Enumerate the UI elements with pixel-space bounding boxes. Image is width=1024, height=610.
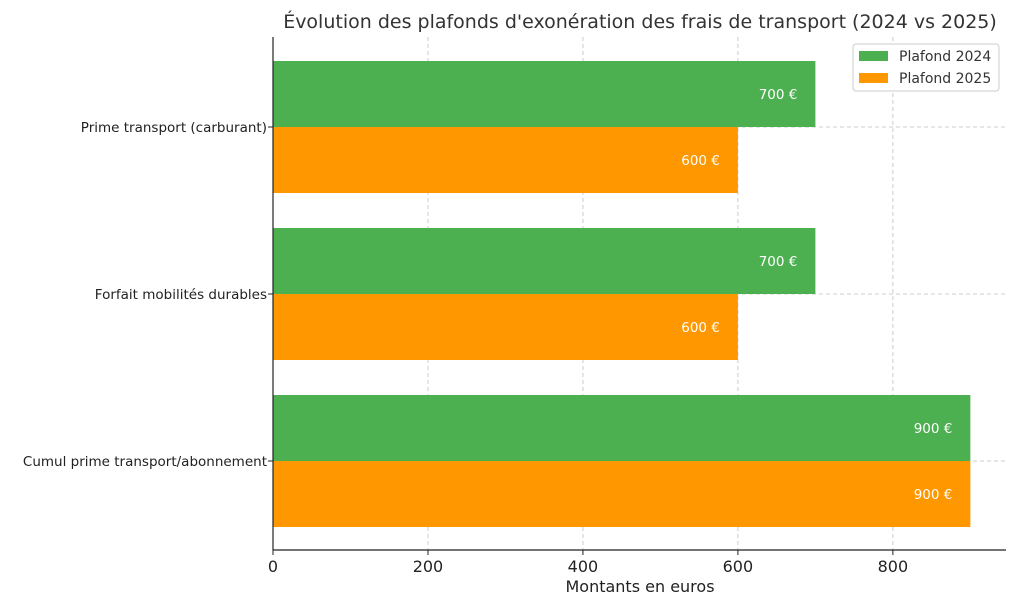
legend-swatch bbox=[859, 73, 888, 83]
chart-title: Évolution des plafonds d'exonération des… bbox=[283, 10, 997, 33]
bar-plafond-2024 bbox=[273, 61, 816, 127]
bar-plafond-2025 bbox=[273, 461, 971, 527]
legend-box bbox=[852, 43, 1000, 92]
bar-data-label: 900 € bbox=[914, 487, 953, 503]
bar-data-label: 600 € bbox=[681, 320, 720, 336]
x-tick-label: 200 bbox=[413, 557, 444, 576]
x-tick-label: 0 bbox=[268, 557, 278, 576]
legend-label: Plafond 2025 bbox=[899, 71, 991, 87]
bar-plafond-2024 bbox=[273, 228, 816, 294]
x-tick-label: 800 bbox=[878, 557, 909, 576]
y-tick-label: Cumul prime transport/abonnement bbox=[23, 454, 267, 470]
bar-plafond-2025 bbox=[273, 294, 738, 360]
bar-plafond-2024 bbox=[273, 395, 971, 461]
x-tick-label: 400 bbox=[568, 557, 599, 576]
legend-swatch bbox=[859, 51, 888, 61]
bar-data-label: 700 € bbox=[759, 254, 798, 270]
legend: Plafond 2024 Plafond 2025 bbox=[852, 43, 1000, 92]
bar-data-label: 700 € bbox=[759, 87, 798, 103]
bar-plafond-2025 bbox=[273, 127, 738, 193]
legend-label: Plafond 2024 bbox=[899, 49, 991, 65]
x-tick-label: 600 bbox=[723, 557, 754, 576]
bar-data-label: 600 € bbox=[681, 153, 720, 169]
bar-data-label: 900 € bbox=[914, 421, 953, 437]
x-axis-label: Montants en euros bbox=[565, 577, 714, 596]
y-tick-label: Prime transport (carburant) bbox=[81, 120, 267, 136]
y-tick-label: Forfait mobilités durables bbox=[95, 287, 267, 303]
